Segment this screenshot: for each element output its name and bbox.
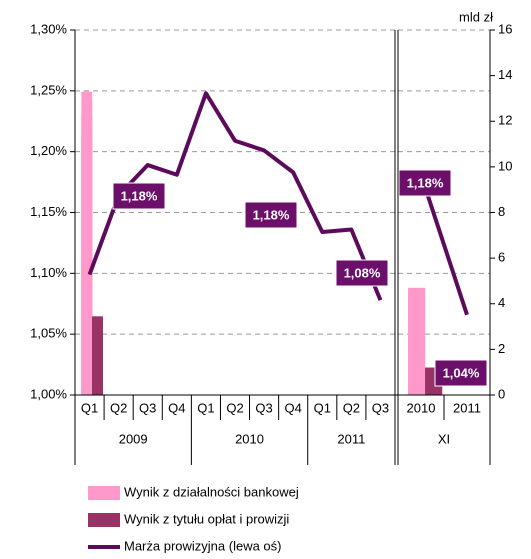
annotation: 1,18% <box>407 175 444 190</box>
legend-label: Wynik z działalności bankowej <box>124 484 299 499</box>
annotation: 1,18% <box>121 188 158 203</box>
x-tick-label: Q4 <box>168 400 185 415</box>
group-label: 2010 <box>235 431 264 446</box>
y2-tick-label: 6 <box>498 250 505 265</box>
bar <box>92 317 103 395</box>
line <box>87 91 383 301</box>
annotation-box <box>112 182 166 210</box>
y2-axis-label: mld zł <box>459 9 493 24</box>
y-tick-label: 1,15% <box>30 204 67 219</box>
group-label: XI <box>438 431 450 446</box>
annotation: 1,18% <box>253 207 290 222</box>
x-tick-label: Q3 <box>255 400 272 415</box>
legend-swatch <box>88 486 120 500</box>
annotation: 1,04% <box>443 365 480 380</box>
x-tick-label: Q1 <box>314 400 331 415</box>
y2-tick-label: 8 <box>498 204 505 219</box>
legend-label: Marża prowizyjna (lewa oś) <box>124 538 282 553</box>
y-tick-label: 1,25% <box>30 82 67 97</box>
x-tick-label: Q3 <box>372 400 389 415</box>
y-tick-label: 1,20% <box>30 143 67 158</box>
legend-label: Wynik z tytułu opłat i prowizji <box>124 511 289 526</box>
line <box>419 174 469 316</box>
y-tick-label: 1,10% <box>30 265 67 280</box>
annotation-box <box>398 169 452 197</box>
x-tick-label: Q3 <box>139 400 156 415</box>
x-tick-label: 2010 <box>407 400 436 415</box>
x-tick-label: 2011 <box>453 400 481 415</box>
bar <box>81 91 93 395</box>
annotation-box <box>244 201 298 229</box>
bar <box>408 287 426 395</box>
y2-tick-label: 10 <box>498 158 512 173</box>
x-tick-label: Q2 <box>110 400 127 415</box>
y2-tick-label: 12 <box>498 113 512 128</box>
y-tick-label: 1,00% <box>30 386 67 401</box>
y2-tick-label: 14 <box>498 67 512 82</box>
annotation-box <box>335 259 389 287</box>
x-tick-label: Q2 <box>343 400 360 415</box>
y2-tick-label: 2 <box>498 341 505 356</box>
y2-tick-label: 16 <box>498 21 512 36</box>
x-tick-label: Q1 <box>197 400 214 415</box>
legend-swatch <box>88 513 120 527</box>
x-tick-label: Q1 <box>81 400 98 415</box>
y-tick-label: 1,05% <box>30 326 67 341</box>
x-tick-label: Q2 <box>226 400 243 415</box>
y-tick-label: 1,30% <box>30 21 67 36</box>
annotation-box <box>434 359 488 387</box>
y2-tick-label: 0 <box>498 386 505 401</box>
annotation: 1,08% <box>344 265 381 280</box>
x-tick-label: Q4 <box>285 400 302 415</box>
y2-tick-label: 4 <box>498 295 505 310</box>
group-label: 2011 <box>337 431 365 446</box>
group-label: 2009 <box>119 431 148 446</box>
